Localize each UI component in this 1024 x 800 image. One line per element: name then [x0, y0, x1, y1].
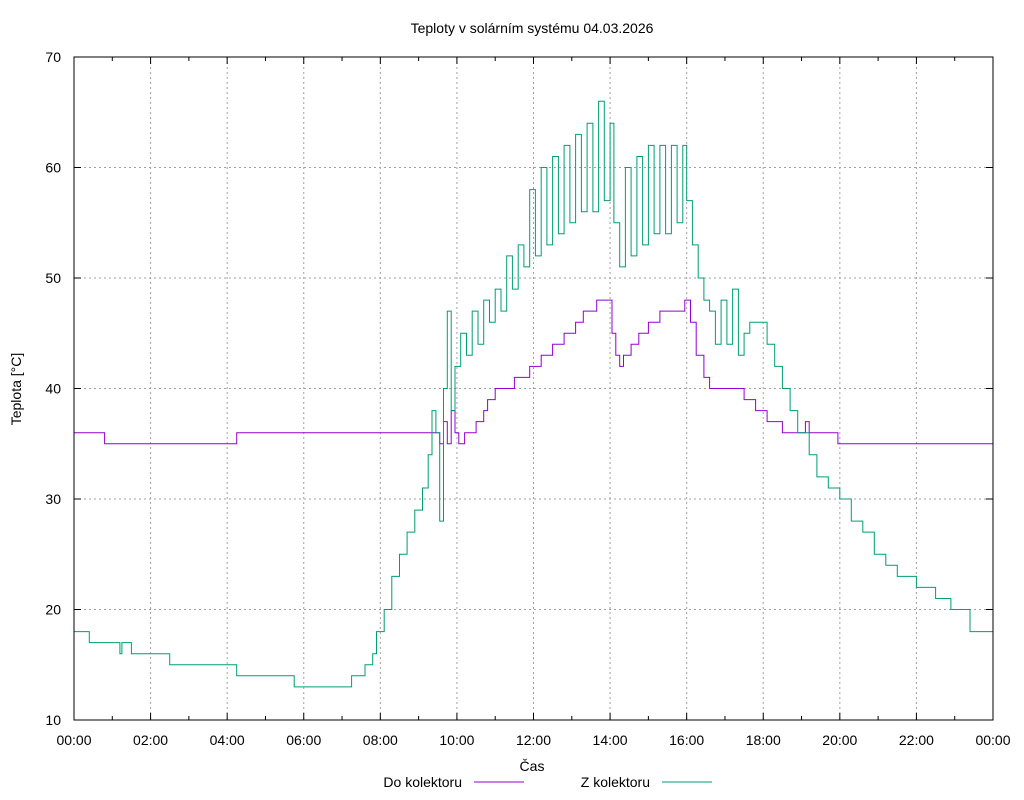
- y-tick-label: 60: [45, 160, 61, 176]
- y-tick-label: 10: [45, 712, 61, 728]
- y-tick-label: 40: [45, 381, 61, 397]
- x-axis-label: Čas: [520, 758, 545, 774]
- x-tick-label: 16:00: [669, 732, 704, 748]
- series-lines: [74, 100, 994, 688]
- x-tick-label: 10:00: [439, 732, 474, 748]
- x-tick-label: 00:00: [56, 732, 91, 748]
- chart-title: Teploty v solárním systému 04.03.2026: [411, 20, 654, 36]
- x-tick-label: 08:00: [363, 732, 398, 748]
- x-tick-label: 14:00: [593, 732, 628, 748]
- series-line-z-kolektoru: [74, 100, 994, 688]
- y-tick-label: 70: [45, 49, 61, 65]
- x-tick-label: 04:00: [210, 732, 245, 748]
- x-tick-label: 22:00: [899, 732, 934, 748]
- legend-label-do-kolektoru: Do kolektoru: [383, 774, 462, 790]
- legend: Do kolektoru Z kolektoru: [383, 774, 712, 790]
- y-tick-label: 20: [45, 602, 61, 618]
- series-line-do-kolektoru: [74, 299, 993, 445]
- x-tick-label: 20:00: [822, 732, 857, 748]
- y-tick-label: 50: [45, 270, 61, 286]
- ticks: 00:00 02:00 04:00 06:00 08:00 10:00 12:00 14:00…: [45, 49, 1010, 748]
- x-tick-label: 12:00: [516, 732, 551, 748]
- x-tick-label: 06:00: [286, 732, 321, 748]
- x-tick-label: 18:00: [746, 732, 781, 748]
- y-axis-label: Teplota [°C]: [8, 353, 24, 426]
- x-tick-label: 02:00: [133, 732, 168, 748]
- x-tick-label: 00:00: [975, 732, 1010, 748]
- y-tick-label: 30: [45, 491, 61, 507]
- legend-label-z-kolektoru: Z kolektoru: [581, 774, 650, 790]
